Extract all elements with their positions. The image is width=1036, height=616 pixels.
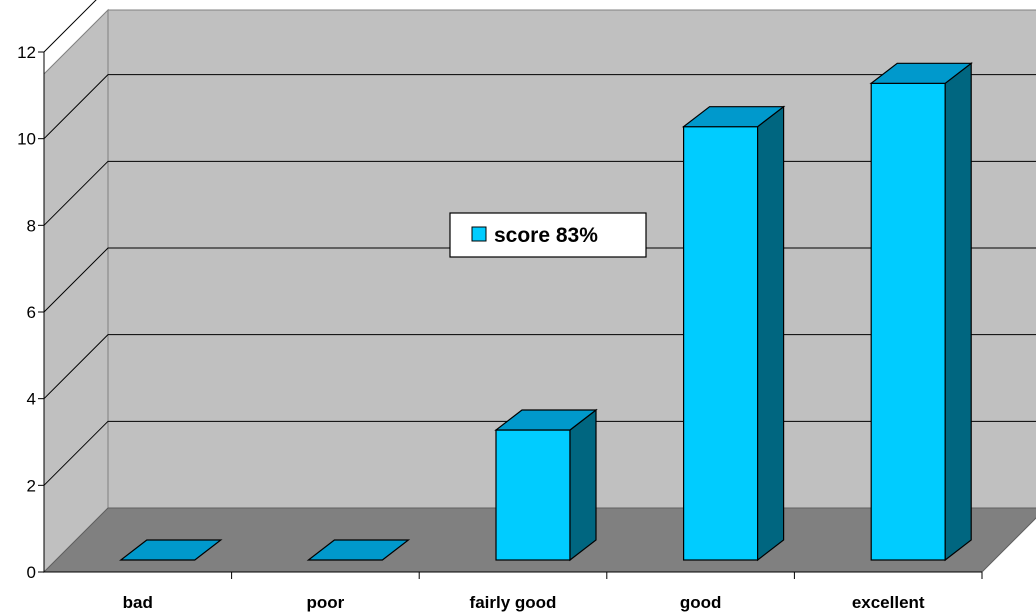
bar xyxy=(681,105,786,562)
gridline xyxy=(43,0,97,53)
legend: score 83% xyxy=(449,212,647,258)
bar xyxy=(119,539,223,561)
bar-front xyxy=(495,429,571,561)
bar-front xyxy=(870,82,946,561)
legend-swatch xyxy=(471,226,487,242)
bar xyxy=(869,62,973,562)
axes: 0 2 4 6 8 10 12 bad poor fairly good good excellent xyxy=(17,43,983,612)
bar-top xyxy=(306,539,411,561)
y-tick-label: 8 xyxy=(27,216,36,235)
bar-side xyxy=(944,62,972,562)
x-tick-label: good xyxy=(680,593,722,612)
x-tick-label: fairly good xyxy=(470,593,557,612)
gridline xyxy=(43,74,1036,140)
bar-side xyxy=(756,105,785,562)
bar xyxy=(306,539,411,561)
y-tick-label: 6 xyxy=(27,303,36,322)
y-tick-label: 4 xyxy=(27,390,36,409)
y-tick-label: 10 xyxy=(17,130,36,149)
side-wall xyxy=(43,8,109,574)
bar-top xyxy=(681,106,786,128)
x-tick-label: poor xyxy=(307,593,345,612)
bar-top xyxy=(119,539,223,561)
bar-top xyxy=(869,62,973,84)
y-tick-label: 2 xyxy=(27,476,36,495)
y-tick-label: 12 xyxy=(17,43,36,62)
bar-top xyxy=(494,409,598,431)
bar xyxy=(494,408,598,562)
bar-front xyxy=(682,126,759,561)
bar-side xyxy=(569,408,597,562)
y-tick-label: 0 xyxy=(27,563,36,582)
x-tick-label: excellent xyxy=(852,593,925,612)
bars xyxy=(119,62,973,562)
x-tick-label: bad xyxy=(123,593,153,612)
legend-label: score 83% xyxy=(494,224,598,247)
